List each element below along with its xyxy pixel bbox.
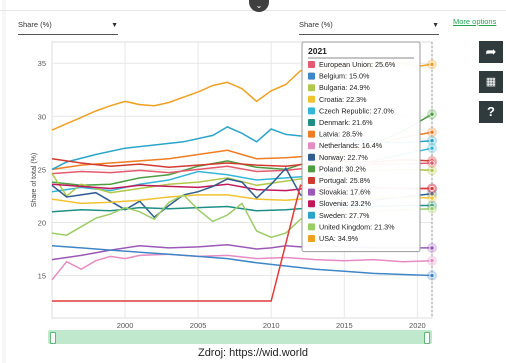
tooltip-entry: Bulgaria: 24.9% xyxy=(319,83,370,92)
dropdown-arrow-icon: ▼ xyxy=(111,22,118,29)
x-tick-label: 2010 xyxy=(263,321,280,330)
left-metric-select[interactable]: Share (%) ▼ xyxy=(18,20,118,35)
chevron-down-icon[interactable]: ⌄ xyxy=(249,0,269,12)
x-tick-label: 2015 xyxy=(336,321,353,330)
tooltip-swatch xyxy=(308,142,315,150)
right-select-label: Share (%) xyxy=(299,20,333,29)
y-tick-label: 20 xyxy=(38,218,46,227)
range-end-handle[interactable] xyxy=(424,332,430,344)
tooltip-swatch xyxy=(308,84,315,92)
tooltip-swatch xyxy=(308,235,315,242)
tooltip-swatch xyxy=(308,72,315,80)
series-end-point xyxy=(429,258,435,264)
series-end-point xyxy=(429,145,435,151)
dropdown-arrow-icon: ▼ xyxy=(432,22,439,29)
tooltip-entry: United Kingdom: 21.3% xyxy=(319,222,395,231)
table-icon[interactable]: ▦ xyxy=(479,71,503,93)
tooltip-entry: Slovenia: 23.2% xyxy=(319,199,372,208)
help-button[interactable]: ? xyxy=(479,101,503,123)
series-end-point xyxy=(429,245,435,251)
tooltip-swatch xyxy=(308,223,315,231)
tooltip-entry: Sweden: 27.7% xyxy=(319,211,370,220)
tooltip-entry: Belgium: 15.0% xyxy=(319,72,370,81)
tooltip-entry: Norway: 22.7% xyxy=(319,153,368,162)
series-end-point xyxy=(429,272,435,279)
tooltip-swatch xyxy=(308,61,315,68)
tooltip-swatch xyxy=(308,211,315,219)
more-options-link[interactable]: More options xyxy=(453,17,497,26)
tooltip-swatch xyxy=(308,119,315,126)
series-end-point xyxy=(429,206,435,212)
series-end-point xyxy=(429,129,435,135)
y-axis-label: Share of total (%) xyxy=(31,153,38,207)
tooltip-entry: Netherlands: 16.4% xyxy=(319,141,383,150)
help-icon: ? xyxy=(487,104,495,119)
tooltip-swatch xyxy=(308,153,315,161)
left-edge xyxy=(2,0,6,363)
tooltip-entry: Latvia: 28.5% xyxy=(319,130,363,139)
time-range-scrollbar[interactable] xyxy=(48,330,432,344)
tooltip-swatch xyxy=(308,200,315,208)
tooltip-year: 2021 xyxy=(308,46,327,56)
tooltip-box xyxy=(301,41,421,253)
tooltip-entry: Portugal: 25.8% xyxy=(319,176,371,185)
series-end-point xyxy=(429,138,435,144)
series-end-point xyxy=(429,61,435,67)
share-icon[interactable]: ➦ xyxy=(479,41,503,63)
tooltip-swatch xyxy=(308,130,315,138)
tooltip-swatch xyxy=(308,177,315,184)
tooltip-entry: Denmark: 21.6% xyxy=(319,118,373,127)
tooltip-entry: Croatia: 22.3% xyxy=(319,95,367,104)
x-tick-label: 2005 xyxy=(190,321,207,330)
tooltip-entry: Slovakia: 17.6% xyxy=(319,188,371,197)
x-tick-label: 2020 xyxy=(409,321,426,330)
tooltip-swatch xyxy=(308,107,315,115)
y-tick-label: 25 xyxy=(38,165,46,174)
series-end-point xyxy=(429,195,435,201)
series-line xyxy=(51,245,433,277)
tooltip-swatch xyxy=(308,95,315,103)
series-end-point xyxy=(429,185,435,192)
y-tick-label: 35 xyxy=(38,59,46,68)
source-caption: Zdroj: https://wid.world xyxy=(197,347,309,359)
series-end-point xyxy=(429,167,435,174)
y-tick-label: 30 xyxy=(38,112,46,121)
right-metric-select[interactable]: Share (%) ▼ xyxy=(299,20,439,35)
tooltip-entry: European Union: 25.6% xyxy=(319,60,396,69)
range-start-handle[interactable] xyxy=(50,332,56,344)
series-end-point xyxy=(429,111,435,117)
tooltip-entry: Czech Republic: 27.0% xyxy=(319,106,394,115)
tooltip-swatch xyxy=(308,165,315,173)
left-select-label: Share (%) xyxy=(18,20,52,29)
tooltip-entry: Poland: 30.2% xyxy=(319,164,366,173)
x-tick-label: 2000 xyxy=(117,321,134,330)
tooltip-swatch xyxy=(308,188,315,196)
tooltip-entry: USA: 34.9% xyxy=(319,234,359,243)
series-end-point xyxy=(429,160,435,166)
y-tick-label: 15 xyxy=(38,272,46,281)
